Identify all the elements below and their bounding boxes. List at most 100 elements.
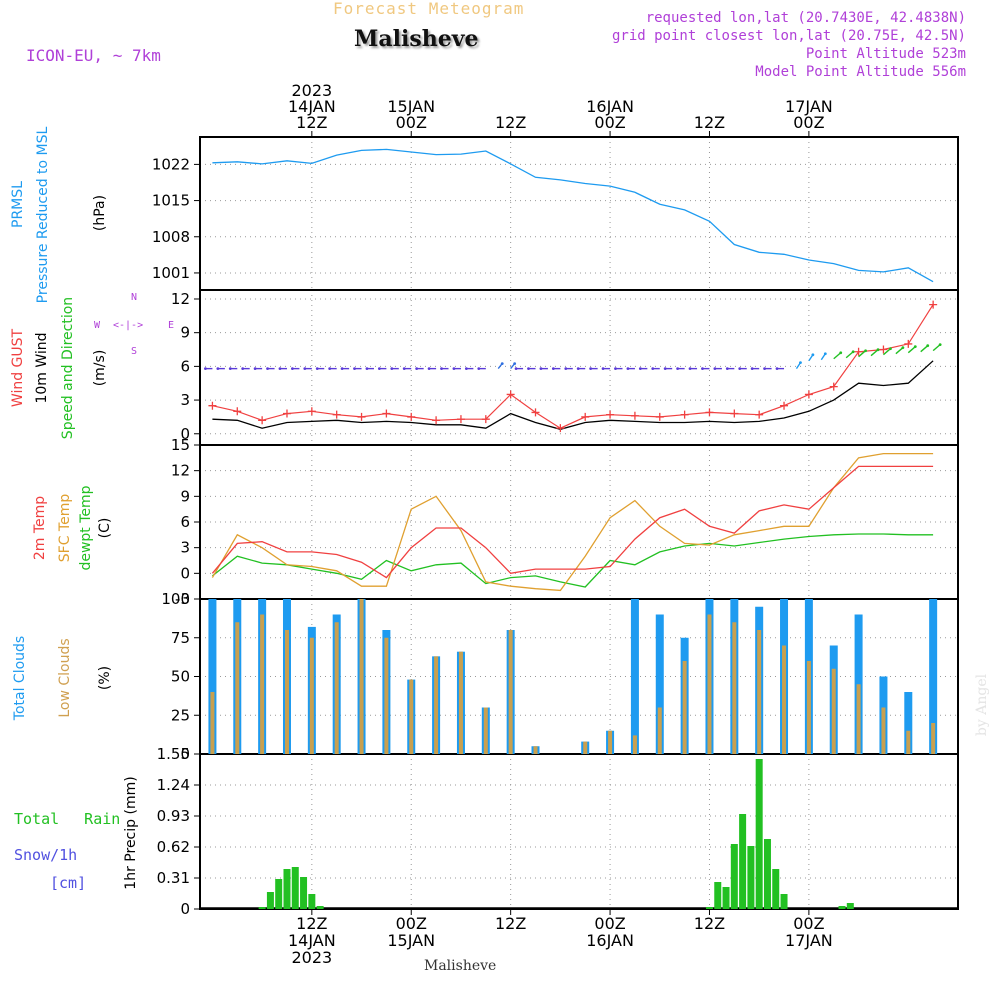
- low-cloud-bar: [284, 630, 289, 754]
- wind-arrow-head: [415, 367, 419, 371]
- wind-arrow-head: [328, 367, 332, 371]
- rain-bar: [714, 882, 722, 909]
- top-time-label: 12Z: [495, 113, 526, 132]
- gust-marker: [829, 382, 838, 391]
- wind-arrow-head: [551, 367, 555, 371]
- total-cloud-bar: [655, 614, 664, 754]
- low-cloud-bar: [856, 684, 861, 754]
- low-cloud-bar: [906, 730, 911, 754]
- wind-arrow-head: [713, 367, 717, 371]
- gust-marker: [332, 410, 341, 419]
- y-tick-label: 3: [180, 391, 190, 409]
- compass-north: N: [131, 292, 138, 303]
- y-tick-label: 6: [180, 357, 190, 375]
- low-cloud-bar: [782, 645, 787, 754]
- gust-marker: [755, 410, 764, 419]
- bottom-time-label: 12Z: [694, 914, 725, 933]
- wind-arrow-head: [539, 367, 543, 371]
- wind-arrow-head: [514, 367, 518, 371]
- gust-marker: [233, 407, 242, 416]
- y-tick-label: 0: [180, 564, 190, 582]
- gust-marker: [929, 300, 938, 309]
- gust-marker: [282, 409, 291, 418]
- gust-marker: [904, 339, 913, 348]
- low-cloud-bar: [309, 637, 314, 754]
- gust-marker: [655, 412, 664, 421]
- y-tick-label: 12: [171, 290, 190, 308]
- wind-arrow-head: [601, 367, 605, 371]
- low-cloud-bar: [806, 661, 811, 754]
- y-tick-label: 6: [180, 513, 190, 531]
- wind-arrow-head: [626, 367, 630, 371]
- gust-marker: [730, 409, 739, 418]
- y-tick-label: 1015: [152, 192, 190, 210]
- wind-arrow-head: [340, 367, 344, 371]
- wind-arrow-head: [315, 367, 319, 371]
- top-time-label: 00Z: [396, 113, 427, 132]
- rain-bar: [722, 887, 730, 909]
- rain-legend: Total Rain: [14, 810, 121, 828]
- bottom-time-label: 12Z: [296, 914, 327, 933]
- low-cloud-bar: [707, 614, 712, 754]
- rain-bar: [283, 869, 291, 909]
- bottom-time-label: 00Z: [594, 914, 625, 933]
- y-tick-label: 25: [171, 706, 190, 724]
- y-tick-label: 1008: [152, 228, 190, 246]
- rain-bar: [755, 759, 763, 909]
- wind-arrow-head: [889, 347, 892, 351]
- wind-arrow-head: [228, 367, 232, 371]
- y-tick-label: 12: [171, 462, 190, 480]
- wind-arrow-head: [353, 367, 356, 371]
- wind-arrow-head: [688, 367, 692, 371]
- snow-legend: Snow/1h: [14, 846, 78, 864]
- rain-bar: [838, 906, 846, 909]
- supertitle: Forecast Meteogram: [333, 0, 525, 18]
- low-cloud-bar: [260, 614, 265, 754]
- bottom-time-label: 14JAN: [288, 931, 336, 950]
- sfc-temp-line: [211, 452, 934, 592]
- low-cloud-bar: [632, 735, 637, 754]
- wind-direction-arrow: [932, 344, 941, 352]
- rain-bar: [291, 867, 299, 909]
- wind-arrow-head: [763, 367, 767, 371]
- low-cloud-bar: [384, 637, 389, 754]
- wind-direction-arrow: [845, 351, 854, 359]
- low-cloud-bar: [235, 622, 240, 754]
- wind-arrow-head: [864, 349, 867, 353]
- y-tick-label: 0: [180, 425, 190, 443]
- y-tick-label: 0: [180, 745, 190, 763]
- y-tick-label: 3: [180, 539, 190, 557]
- rain-bar: [308, 894, 316, 909]
- wind-arrow-head: [241, 367, 245, 371]
- top-time-label: 15JAN: [387, 97, 435, 116]
- bottom-time-label: 15JAN: [387, 931, 435, 950]
- wind-arrow-head: [750, 367, 754, 371]
- requested-coords: requested lon,lat (20.7430E, 42.4838N): [645, 10, 966, 26]
- y-tick-label: 1.55: [157, 745, 190, 763]
- wind-direction-arrow: [882, 348, 891, 356]
- top-time-label: 14JAN: [288, 97, 336, 116]
- low-cloud-bar: [409, 679, 414, 754]
- y-tick-label: 0.93: [157, 807, 190, 825]
- wind-direction-arrow: [920, 345, 929, 353]
- wind-arrow-head: [811, 353, 815, 357]
- wind-speed-line: [212, 360, 934, 430]
- gust-marker: [506, 390, 515, 399]
- top-time-label: 2023: [291, 81, 332, 100]
- wind-arrow-head: [775, 367, 779, 371]
- y-tick-label: 1.24: [157, 776, 190, 794]
- bottom-time-label: 16JAN: [586, 931, 634, 950]
- wind-arrow-head: [823, 352, 827, 356]
- wind-arrow-head: [402, 367, 406, 371]
- low-cloud-bar: [732, 622, 737, 754]
- bottom-time-label: 12Z: [495, 914, 526, 933]
- wind-arrow-head: [266, 367, 269, 371]
- low-cloud-bar: [881, 707, 886, 754]
- gust-marker: [407, 412, 416, 421]
- rain-bar: [730, 844, 738, 909]
- low-cloud-bar: [831, 668, 836, 754]
- wind-arrow-head: [216, 367, 220, 371]
- wind-arrow-head: [738, 367, 742, 371]
- gust-marker: [581, 412, 590, 421]
- low-cloud-bar: [757, 630, 762, 754]
